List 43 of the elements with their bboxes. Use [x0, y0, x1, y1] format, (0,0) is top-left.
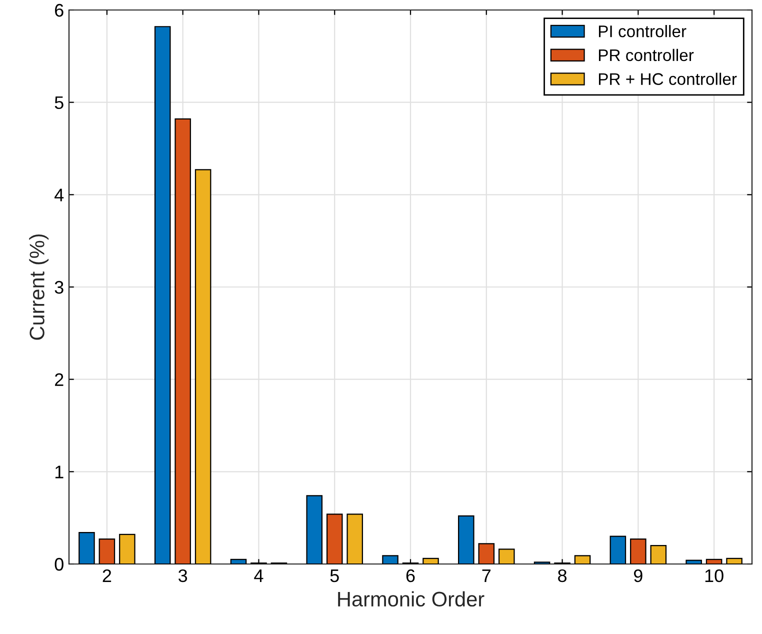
- y-tick-label: 4: [54, 188, 64, 202]
- y-tick-label: 0: [54, 558, 64, 571]
- bar: [154, 26, 171, 564]
- x-tick-label: 10: [705, 569, 724, 582]
- bar: [194, 169, 212, 564]
- bar: [346, 514, 363, 564]
- bar: [726, 558, 742, 564]
- bar: [230, 558, 247, 564]
- bar: [630, 538, 646, 564]
- y-tick-label: 2: [55, 373, 64, 386]
- legend-label: PR controller: [598, 48, 694, 62]
- bar: [382, 555, 398, 564]
- bar: [326, 514, 343, 564]
- bar: [174, 118, 191, 564]
- bar: [422, 558, 439, 564]
- legend-label: PI controller: [598, 25, 686, 38]
- y-tick-label: 1: [55, 466, 64, 478]
- x-axis-title: Harmonic Order: [338, 591, 484, 607]
- bar: [78, 532, 95, 564]
- bar: [574, 555, 591, 564]
- y-axis-title: Current (%): [29, 234, 49, 340]
- y-tick-label: 3: [54, 280, 64, 294]
- bar: [706, 558, 722, 564]
- bar: [610, 536, 626, 564]
- bar: [119, 534, 136, 564]
- y-tick-label: 6: [55, 4, 64, 17]
- bar: [306, 495, 323, 564]
- bar: [498, 548, 515, 564]
- bar: [98, 538, 116, 564]
- bar: [478, 543, 495, 564]
- bar: [458, 515, 474, 564]
- bar: [686, 560, 702, 564]
- x-tick-label: 2: [102, 569, 112, 582]
- x-tick-label: 7: [482, 570, 491, 582]
- x-tick-label: 6: [406, 569, 415, 582]
- x-tick-label: 4: [254, 570, 264, 582]
- x-tick-label: 3: [178, 569, 188, 582]
- x-tick-label: 5: [330, 570, 339, 582]
- x-tick-label: 9: [634, 569, 642, 582]
- y-tick-label: 5: [54, 96, 64, 110]
- x-tick-label: 8: [558, 569, 567, 582]
- legend-label: PR + HC controller: [598, 72, 737, 85]
- bar: [650, 544, 667, 564]
